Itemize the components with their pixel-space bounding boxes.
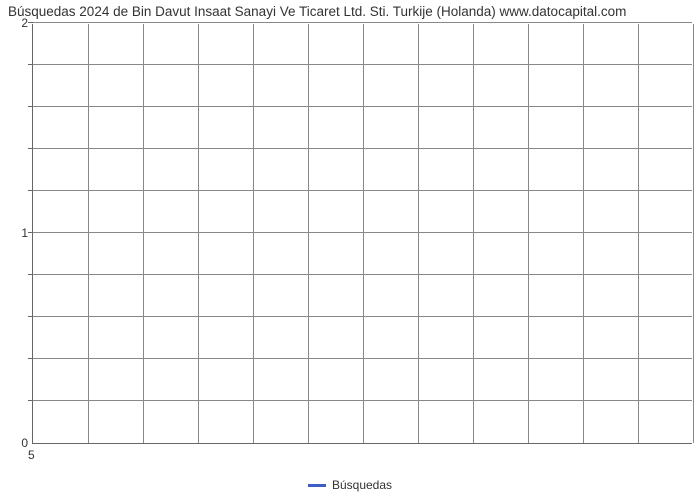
legend-swatch <box>308 484 326 487</box>
y-axis-tick-label: 0 <box>8 436 28 450</box>
y-minor-tick <box>28 190 33 191</box>
gridline-vertical <box>198 24 199 443</box>
y-minor-tick <box>28 106 33 107</box>
chart-legend: Búsquedas <box>0 478 700 492</box>
x-axis-tick-label: 5 <box>28 448 35 462</box>
y-minor-tick <box>28 358 33 359</box>
y-axis-tick-label: 1 <box>8 226 28 240</box>
gridline-vertical <box>528 24 529 443</box>
gridline-vertical <box>253 24 254 443</box>
y-minor-tick <box>28 316 33 317</box>
gridline-vertical <box>363 24 364 443</box>
gridline-horizontal <box>33 22 692 23</box>
gridline-vertical <box>638 24 639 443</box>
y-minor-tick <box>28 64 33 65</box>
y-minor-tick <box>28 400 33 401</box>
y-minor-tick <box>28 22 33 23</box>
gridline-vertical <box>88 24 89 443</box>
gridline-vertical <box>308 24 309 443</box>
chart-title: Búsquedas 2024 de Bin Davut Insaat Sanay… <box>8 4 692 19</box>
gridline-vertical <box>473 24 474 443</box>
gridline-vertical <box>693 24 694 443</box>
y-minor-tick <box>28 274 33 275</box>
gridline-vertical <box>418 24 419 443</box>
y-axis-tick-label: 2 <box>8 16 28 30</box>
gridline-vertical <box>583 24 584 443</box>
chart-plot-area <box>32 24 692 444</box>
gridline-vertical <box>143 24 144 443</box>
legend-label: Búsquedas <box>332 478 392 492</box>
y-minor-tick <box>28 232 33 233</box>
y-minor-tick <box>28 148 33 149</box>
